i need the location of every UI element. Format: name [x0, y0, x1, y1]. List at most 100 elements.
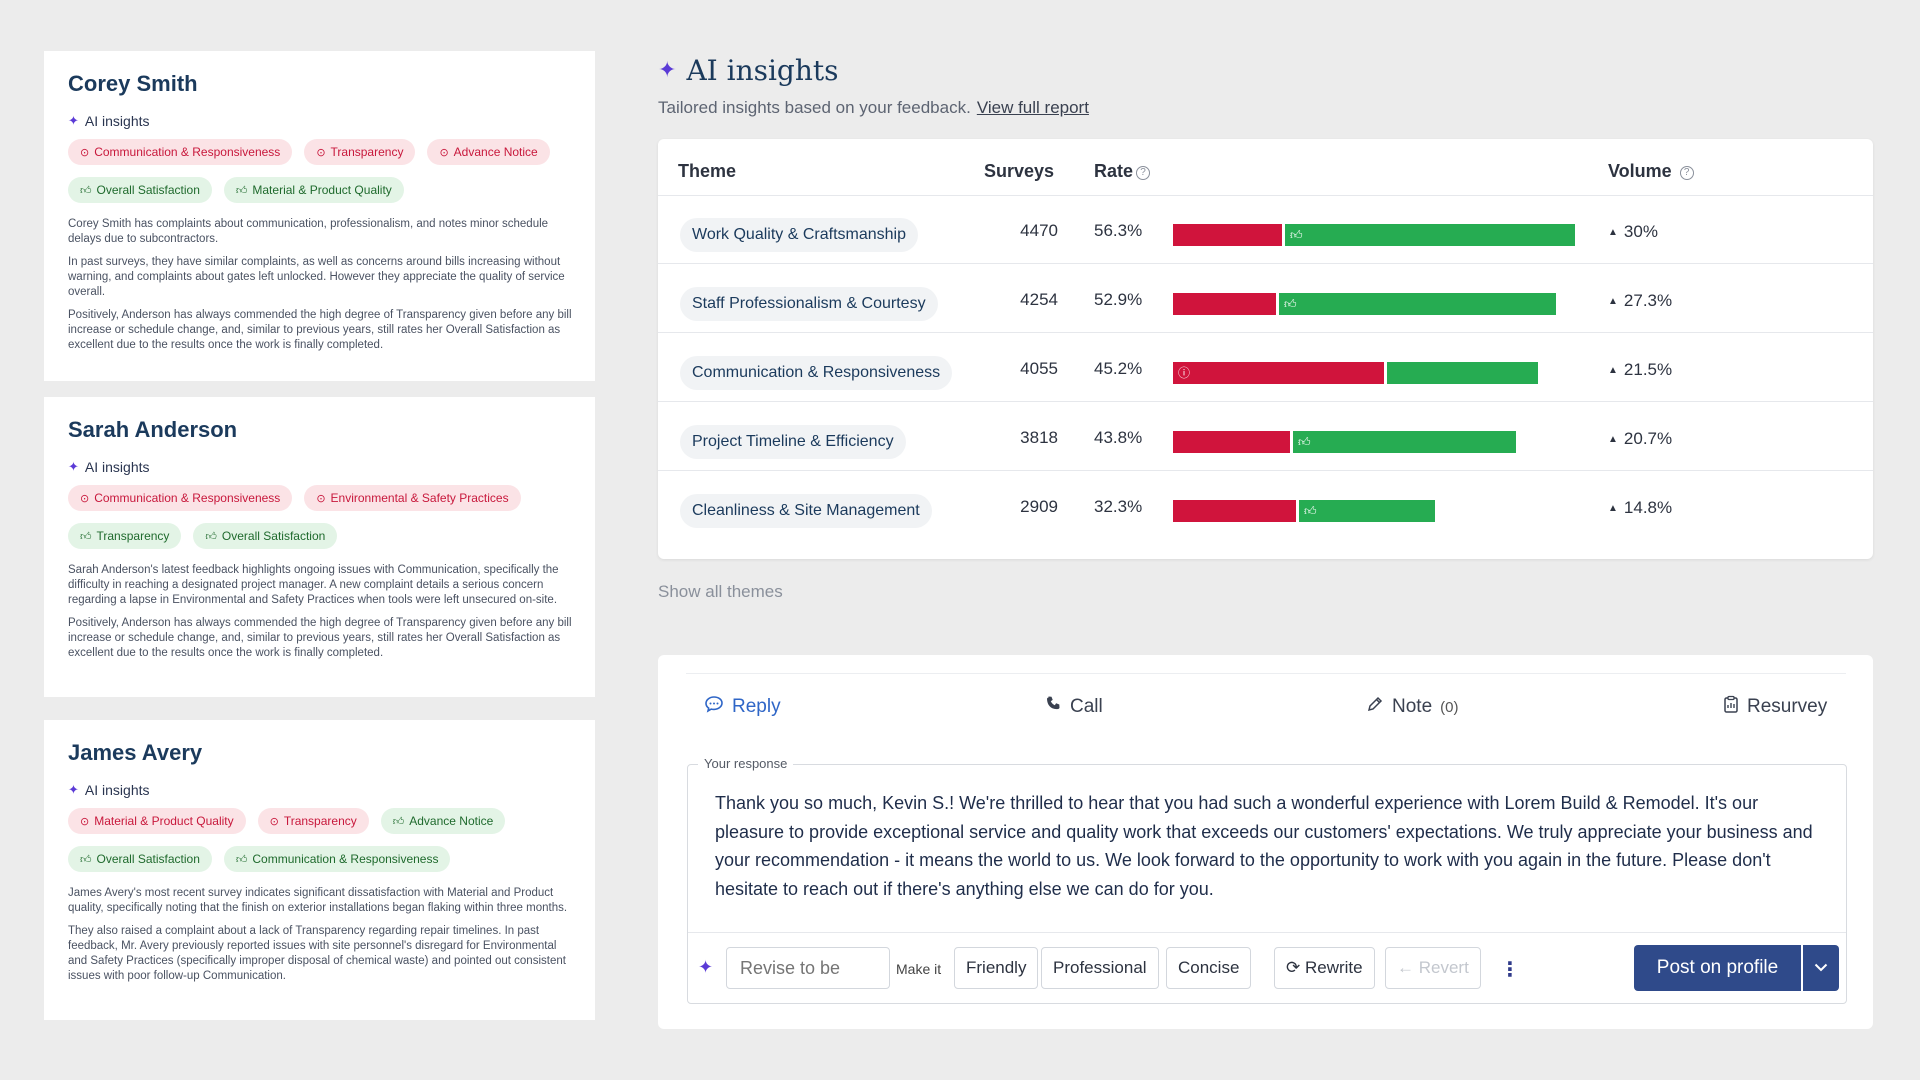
show-all-themes-link[interactable]: Show all themes — [658, 582, 783, 601]
theme-pill[interactable]: Staff Professionalism & Courtesy — [680, 287, 938, 321]
revert-label: Revert — [1418, 958, 1469, 977]
help-icon[interactable]: ? — [1679, 166, 1694, 180]
insight-paragraph: Sarah Anderson's latest feedback highlig… — [68, 564, 559, 606]
insight-paragraph: Positively, Anderson has always commende… — [68, 309, 572, 351]
table-row[interactable]: Communication & Responsiveness 4055 45.2… — [658, 334, 1873, 402]
insight-paragraph: Corey Smith has complaints about communi… — [68, 218, 549, 245]
rate-value: 56.3% — [1094, 221, 1143, 240]
negative-tag[interactable]: ⊙ Transparency — [304, 139, 416, 165]
tab-note[interactable]: Note (0) — [1366, 695, 1458, 719]
volume-value: 14.8% — [1623, 498, 1673, 517]
triangle-up-icon: ▲ — [1608, 296, 1618, 307]
rewrite-button[interactable]: ⟳ Rewrite — [1274, 947, 1375, 989]
more-options-icon[interactable]: ⋮ — [1500, 959, 1520, 981]
theme-pill[interactable]: Project Timeline & Efficiency — [680, 425, 906, 459]
alert-circle-icon: ⊙ — [80, 815, 90, 828]
response-textarea[interactable]: Thank you so much, Kevin S.! We're thril… — [715, 793, 1813, 899]
sparkle-icon: ✦ — [698, 957, 714, 977]
make-it-label: Make it — [896, 961, 942, 977]
alert-circle-icon: ⊙ — [80, 146, 90, 159]
help-icon[interactable]: ? — [1136, 166, 1151, 180]
insights-subtitle-text: Tailored insights based on your feedback… — [658, 98, 971, 117]
thumbs-up-icon: 👍︎ — [80, 853, 92, 866]
ai-insights-row: ✦ AI insights — [68, 113, 571, 129]
positive-tag[interactable]: 👍︎ Transparency — [68, 523, 182, 549]
negative-tag[interactable]: ⊙ Transparency — [257, 808, 369, 834]
positive-tag[interactable]: 👍︎ Communication & Responsiveness — [223, 846, 451, 872]
customer-card: Sarah Anderson ✦ AI insights ⊙ Communicati… — [44, 397, 595, 697]
negative-tag[interactable]: ⊙ Material & Product Quality — [68, 808, 246, 834]
revert-button[interactable]: ← Revert — [1385, 947, 1481, 989]
table-row[interactable]: Staff Professionalism & Courtesy 4254 52… — [658, 265, 1873, 333]
positive-tag[interactable]: 👍︎ Overall Satisfaction — [68, 177, 212, 203]
positive-tag[interactable]: 👍︎ Material & Product Quality — [223, 177, 404, 203]
theme-pill[interactable]: Communication & Responsiveness — [680, 356, 953, 390]
response-panel: Reply Call Note (0) Resurvey Your respon… — [658, 655, 1873, 1029]
chevron-down-icon[interactable] — [1803, 945, 1839, 991]
column-rate-label: Rate — [1094, 161, 1134, 181]
rate-value: 52.9% — [1094, 290, 1143, 309]
tag-label: Transparency — [283, 814, 357, 828]
volume-change: ▲ 14.8% — [1608, 498, 1672, 518]
thumbs-up-icon: 👍︎ — [205, 530, 217, 543]
table-row[interactable]: Cleanliness & Site Management 2909 32.3%… — [658, 472, 1873, 540]
negative-tag[interactable]: ⊙ Communication & Responsiveness — [68, 485, 293, 511]
rewrite-label: Rewrite — [1304, 958, 1363, 977]
customer-name: Corey Smith — [68, 71, 198, 96]
tab-reply[interactable]: Reply — [704, 695, 781, 719]
thumbs-up-icon: 👍︎ — [1298, 435, 1311, 449]
negative-tag[interactable]: ⊙ Advance Notice — [427, 139, 550, 165]
insight-paragraph: They also raised a complaint about a lac… — [68, 925, 566, 982]
negative-bar — [1173, 431, 1290, 453]
column-volume-label: Volume — [1608, 161, 1672, 181]
alert-circle-icon: ⊙ — [439, 146, 449, 159]
table-row[interactable]: Work Quality & Craftsmanship 4470 56.3% … — [658, 196, 1873, 264]
positive-tag[interactable]: 👍︎ Advance Notice — [380, 808, 506, 834]
column-surveys: Surveys — [984, 161, 1055, 181]
positive-tag[interactable]: 👍︎ Overall Satisfaction — [193, 523, 338, 549]
negative-bar: ⓘ — [1173, 362, 1384, 384]
negative-tag[interactable]: ⊙ Environmental & Safety Practices — [304, 485, 521, 511]
view-full-report-link[interactable]: View full report — [976, 98, 1089, 117]
positive-tag[interactable]: 👍︎ Overall Satisfaction — [68, 846, 212, 872]
positive-bar: 👍︎ — [1279, 293, 1556, 315]
theme-pill[interactable]: Cleanliness & Site Management — [680, 494, 932, 528]
revise-input[interactable] — [726, 947, 890, 989]
refresh-icon: ⟳ — [1286, 958, 1301, 977]
table-row[interactable]: Project Timeline & Efficiency 3818 43.8%… — [658, 403, 1873, 471]
thumbs-up-icon: 👍︎ — [80, 530, 92, 543]
column-volume: Volume ? — [1608, 161, 1694, 182]
insight-paragraph: James Avery's most recent survey indicat… — [68, 887, 568, 914]
customer-card: James Avery ✦ AI insights ⊙ Material & Pro… — [44, 720, 595, 1020]
thumbs-up-icon: 👍︎ — [235, 184, 248, 197]
volume-change: ▲ 30% — [1608, 222, 1658, 242]
alert-circle-icon: ⓘ — [1178, 366, 1191, 380]
negative-tag[interactable]: ⊙ Communication & Responsiveness — [68, 139, 293, 165]
sparkle-icon: ✦ — [68, 782, 79, 797]
themes-table: Theme Surveys Rate? Volume ? Work Qualit… — [658, 139, 1873, 559]
surveys-count: 3818 — [1020, 428, 1058, 447]
tab-note-label: Note — [1392, 696, 1433, 717]
volume-value: 27.3% — [1623, 291, 1673, 310]
friendly-button[interactable]: Friendly — [954, 947, 1039, 989]
post-on-profile-button[interactable]: Post on profile — [1634, 945, 1801, 991]
tab-resurvey-label: Resurvey — [1747, 696, 1828, 717]
positive-bar: 👍︎ — [1299, 500, 1435, 522]
tag-list: ⊙ Communication & Responsiveness ⊙ Envir… — [68, 485, 578, 549]
triangle-up-icon: ▲ — [1608, 227, 1618, 238]
positive-bar — [1387, 362, 1538, 384]
thumbs-up-icon: 👍︎ — [1290, 228, 1303, 242]
thumbs-up-icon: 👍︎ — [1304, 504, 1317, 518]
column-rate: Rate? — [1094, 161, 1151, 182]
tab-call[interactable]: Call — [1045, 695, 1103, 718]
ai-insights-label: AI insights — [84, 113, 150, 129]
ai-insights-row: ✦ AI insights — [68, 459, 571, 475]
theme-pill[interactable]: Work Quality & Craftsmanship — [680, 218, 918, 252]
negative-bar — [1173, 293, 1276, 315]
tag-label: Overall Satisfaction — [221, 529, 326, 543]
professional-button[interactable]: Professional — [1041, 947, 1159, 989]
concise-button[interactable]: Concise — [1166, 947, 1252, 989]
thumbs-up-icon: 👍︎ — [1284, 297, 1297, 311]
tag-label: Transparency — [96, 529, 170, 543]
tab-resurvey[interactable]: Resurvey — [1723, 695, 1827, 719]
